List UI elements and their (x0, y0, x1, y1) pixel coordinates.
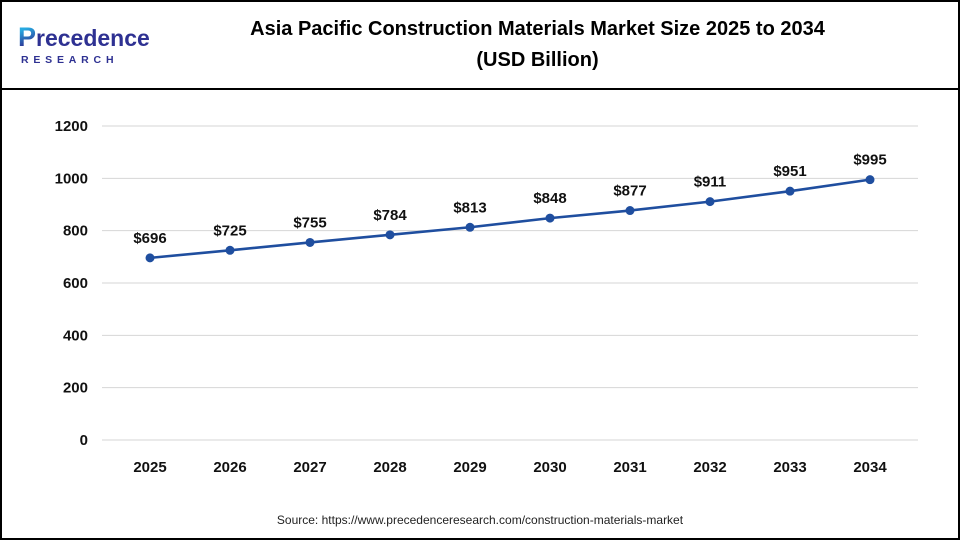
data-point-marker (305, 237, 315, 247)
x-axis-tick-label: 2027 (293, 459, 326, 476)
y-axis-tick-label: 400 (63, 327, 88, 344)
data-point-marker (385, 230, 395, 240)
chart-title: Asia Pacific Construction Materials Mark… (192, 14, 883, 76)
data-point-label: $725 (213, 222, 246, 239)
data-point-label: $813 (453, 199, 486, 216)
source-text: Source: https://www.precedenceresearch.c… (276, 513, 684, 527)
x-axis-tick-label: 2033 (773, 459, 806, 476)
data-point-marker (545, 213, 555, 223)
logo-wordmark-rest: recedence (36, 25, 150, 51)
data-point-label: $877 (613, 183, 646, 200)
y-axis-tick-label: 200 (63, 380, 88, 397)
y-axis-tick-label: 0 (80, 432, 88, 449)
logo-p-icon: P (18, 22, 37, 52)
data-point-marker (625, 206, 635, 216)
data-point-label: $951 (773, 163, 806, 180)
data-point-marker (705, 197, 715, 207)
data-point-label: $995 (853, 152, 886, 169)
data-point-label: $784 (373, 207, 407, 224)
x-axis-tick-label: 2030 (533, 459, 566, 476)
y-axis-tick-label: 1000 (55, 170, 88, 187)
line-chart: 0 200 400 600 800 1000 1200 2025 2026 2027 2028 202… (55, 118, 918, 476)
x-axis-tick-label: 2034 (853, 459, 887, 476)
y-axis-tick-label: 800 (63, 223, 88, 240)
precedence-research-logo: Precedence RESEARCH (2, 24, 192, 67)
x-axis-tick-label: 2026 (213, 459, 246, 476)
x-axis-tick-label: 2029 (453, 459, 486, 476)
data-point-label: $755 (293, 214, 326, 231)
x-axis-tick-label: 2032 (693, 459, 726, 476)
data-point-marker (785, 186, 795, 196)
y-axis-tick-label: 1200 (55, 118, 88, 135)
data-point-marker (145, 253, 155, 263)
data-point-label: $911 (694, 174, 727, 191)
chart-title-line2: (USD Billion) (476, 49, 599, 71)
data-point-label: $696 (133, 230, 166, 247)
x-axis-tick-label: 2031 (613, 459, 646, 476)
y-axis-tick-label: 600 (63, 275, 88, 292)
logo-wordmark: Precedence (18, 24, 192, 51)
data-point-marker (225, 245, 235, 255)
chart-area: 0 200 400 600 800 1000 1200 2025 2026 2027 2028 202… (2, 90, 958, 502)
chart-title-line1: Asia Pacific Construction Materials Mark… (250, 18, 825, 40)
data-point-marker (465, 222, 475, 232)
market-size-line (148, 178, 872, 260)
logo-subtitle: RESEARCH (21, 54, 119, 66)
x-axis-tick-label: 2025 (133, 459, 166, 476)
data-point-label: $848 (533, 190, 566, 207)
data-point-marker (865, 175, 875, 185)
chart-header: Precedence RESEARCH Asia Pacific Constru… (2, 2, 958, 90)
x-axis-tick-label: 2028 (373, 459, 406, 476)
